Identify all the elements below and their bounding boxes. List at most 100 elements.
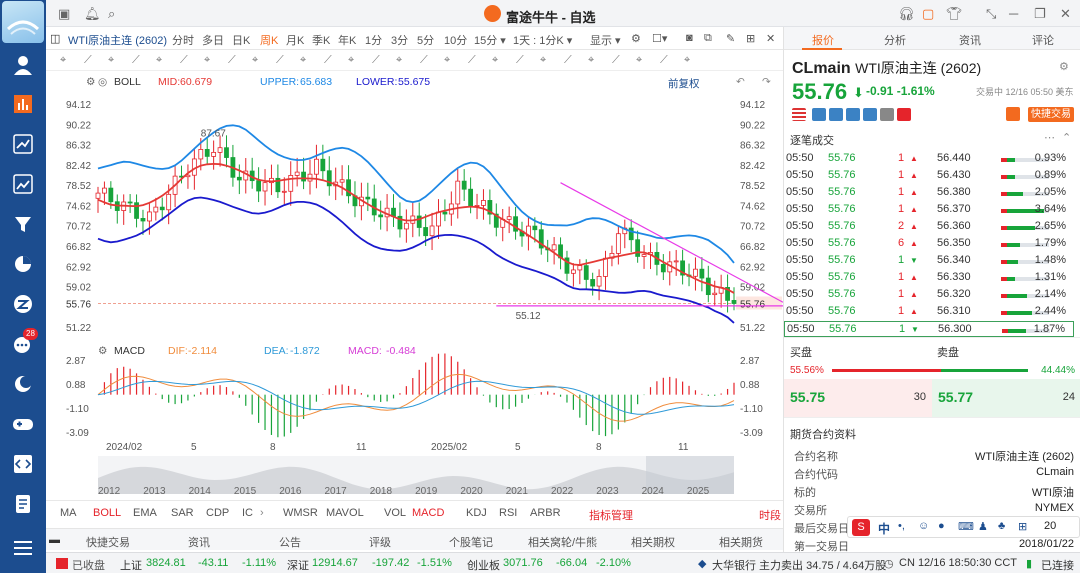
tab-period-3[interactable]: 周K bbox=[260, 35, 279, 47]
indicator-kdj[interactable]: KDJ bbox=[466, 507, 487, 519]
display-dropdown[interactable]: 显示 ▾ bbox=[590, 35, 621, 47]
pitchfork-tool-icon[interactable]: ⌖ bbox=[684, 54, 691, 66]
restore-button[interactable]: ❐ bbox=[1034, 6, 1046, 21]
menu-icon[interactable] bbox=[11, 536, 35, 560]
indicator-manage-button[interactable]: 指标管理 bbox=[589, 510, 633, 522]
indicator-macd[interactable]: MACD bbox=[412, 507, 445, 519]
headset-icon[interactable]: 🎧︎ bbox=[898, 6, 915, 21]
trend-tool-icon[interactable]: ⌖ bbox=[108, 54, 115, 66]
indicator-ma[interactable]: MA bbox=[60, 507, 77, 519]
code-icon[interactable] bbox=[11, 452, 35, 476]
settings-icon[interactable]: ⚙ bbox=[86, 76, 96, 88]
tab-quote[interactable]: 报价 bbox=[812, 35, 834, 47]
pie-icon[interactable] bbox=[11, 252, 35, 276]
trash-tool-icon[interactable]: ⟋ bbox=[468, 54, 476, 66]
app-logo[interactable] bbox=[2, 1, 44, 43]
grid-icon[interactable]: ⊞ bbox=[746, 33, 756, 45]
horizontal-tool-icon[interactable]: ⟋ bbox=[180, 54, 188, 66]
wave-tool-icon[interactable]: ⟋ bbox=[660, 54, 668, 66]
panel-toggle-icon[interactable]: ◫ bbox=[50, 33, 61, 45]
tab-period-0[interactable]: 分时 bbox=[172, 35, 194, 47]
fib-tool-icon[interactable]: ⌖ bbox=[252, 54, 259, 66]
note-tag-icon[interactable] bbox=[863, 108, 877, 121]
indicator-arbr[interactable]: ARBR bbox=[530, 507, 561, 519]
tab-period-6[interactable]: 年K bbox=[338, 35, 357, 47]
ruler-tool-icon[interactable]: ⌖ bbox=[492, 54, 499, 66]
bottom-tab-1[interactable]: 资讯 bbox=[188, 537, 210, 549]
scroll-right-icon[interactable]: › bbox=[260, 507, 264, 519]
more-icon[interactable]: ⋯ bbox=[1044, 132, 1055, 144]
indicator-cdp[interactable]: CDP bbox=[206, 507, 230, 519]
text-tool-icon[interactable]: ⟋ bbox=[324, 54, 332, 66]
kline-chart[interactable]: 94.12 94.12 90.22 90.22 86.32 86.32 82.42 82.42… bbox=[46, 90, 783, 500]
line-tool-icon[interactable]: ⟋ bbox=[84, 54, 92, 66]
indicator-rsi[interactable]: RSI bbox=[499, 507, 518, 519]
close-button[interactable]: ✕ bbox=[1060, 6, 1071, 21]
lock-tool-icon[interactable]: ⟋ bbox=[420, 54, 428, 66]
checkbox-icon[interactable]: ☐▾ bbox=[652, 33, 668, 45]
time-segment-button[interactable]: 时段 bbox=[759, 510, 781, 522]
ime-toolbar[interactable]: S 中 •, ☺ ● ⌨ ♟ ♣ ⊞ 20 bbox=[847, 516, 1080, 538]
trend-icon[interactable] bbox=[11, 132, 35, 156]
ellipse-tool-icon[interactable]: ⌖ bbox=[300, 54, 307, 66]
tab-period-5[interactable]: 季K bbox=[312, 35, 331, 47]
settings-icon[interactable]: ⚙ bbox=[98, 345, 108, 357]
filter-icon[interactable] bbox=[11, 212, 35, 236]
market-icon[interactable] bbox=[11, 172, 35, 196]
shirt-icon[interactable]: 👕︎ bbox=[946, 6, 963, 21]
favorite-heart-icon[interactable] bbox=[897, 108, 911, 121]
symbol-name[interactable]: WTI原油主连 (2602) bbox=[68, 35, 168, 47]
rect-tool-icon[interactable]: ⟋ bbox=[276, 54, 284, 66]
bell-icon[interactable]: 🔔︎ bbox=[84, 6, 101, 21]
trend-line[interactable] bbox=[560, 182, 783, 303]
copy-icon[interactable]: ⧉ bbox=[704, 32, 712, 44]
search-icon[interactable]: ⌕ bbox=[108, 6, 116, 21]
news-ticker[interactable]: 大华银行 主力卖出 34.75 / 4.64万股 bbox=[712, 560, 887, 572]
indicator-boll[interactable]: BOLL bbox=[93, 507, 122, 519]
watchlist-chart-icon[interactable] bbox=[11, 92, 35, 116]
path-tool-icon[interactable]: ⌖ bbox=[540, 54, 547, 66]
quick-trade-button[interactable]: 快捷交易 bbox=[1028, 107, 1074, 122]
arrow-tool-icon[interactable]: ⟋ bbox=[228, 54, 236, 66]
tab-period-8[interactable]: 3分 bbox=[391, 35, 409, 47]
bottom-tab-4[interactable]: 个股笔记 bbox=[449, 537, 493, 549]
triangle-tool-icon[interactable]: ⟋ bbox=[564, 54, 572, 66]
ime-punct-icon[interactable]: •, bbox=[898, 520, 905, 532]
settings-icon[interactable]: ⚙ bbox=[631, 33, 641, 45]
ime-keyboard-icon[interactable]: ⌨ bbox=[958, 521, 974, 533]
vertical-tool-icon[interactable]: ⌖ bbox=[204, 54, 211, 66]
channel-tool-icon[interactable]: ⌖ bbox=[156, 54, 163, 66]
bottom-tab-6[interactable]: 相关期权 bbox=[631, 537, 675, 549]
tab-period-12[interactable]: 1天 : 1分K ▾ bbox=[513, 35, 573, 47]
tab-period-9[interactable]: 5分 bbox=[417, 35, 435, 47]
collapse-icon[interactable]: ⌃ bbox=[1062, 132, 1072, 144]
indicator-sar[interactable]: SAR bbox=[171, 507, 194, 519]
indicator-wmsr[interactable]: WMSR bbox=[283, 507, 318, 519]
game-icon[interactable] bbox=[11, 412, 35, 436]
tab-period-10[interactable]: 10分 bbox=[444, 35, 468, 47]
pattern-tool-icon[interactable]: ⟋ bbox=[516, 54, 524, 66]
brush-tool-icon[interactable]: ⟋ bbox=[372, 54, 380, 66]
spiral-tool-icon[interactable]: ⟋ bbox=[612, 54, 620, 66]
indicator-ic[interactable]: IC bbox=[242, 507, 253, 519]
share-tag-icon[interactable] bbox=[846, 108, 860, 121]
tab-period-4[interactable]: 月K bbox=[286, 35, 305, 47]
layout-icon[interactable]: ▣ bbox=[58, 6, 71, 21]
eye-tool-icon[interactable]: ⌖ bbox=[444, 54, 451, 66]
ime-apps-icon[interactable]: ⊞ bbox=[1018, 521, 1028, 533]
settings-icon[interactable]: ⚙ bbox=[1059, 61, 1069, 73]
hide-icon[interactable]: ◎ bbox=[98, 76, 108, 88]
tab-period-2[interactable]: 日K bbox=[232, 35, 251, 47]
ray-tool-icon[interactable]: ⟋ bbox=[132, 54, 140, 66]
ime-clothes-icon[interactable]: ♣ bbox=[998, 520, 1006, 532]
doc-tag-icon[interactable] bbox=[880, 108, 894, 121]
document-icon[interactable] bbox=[11, 492, 35, 516]
collapse-icon[interactable]: ⤡ bbox=[986, 6, 997, 21]
tab-analysis[interactable]: 分析 bbox=[884, 35, 906, 47]
ime-emoji-icon[interactable]: ☺ bbox=[918, 520, 930, 532]
undo-icon[interactable]: ↶ bbox=[736, 76, 745, 88]
cross-tool-icon[interactable]: ⌖ bbox=[588, 54, 595, 66]
bottom-tab-3[interactable]: 评级 bbox=[369, 537, 391, 549]
magnet-tool-icon[interactable]: ⌖ bbox=[396, 54, 403, 66]
gann-tool-icon[interactable]: ⌖ bbox=[636, 54, 643, 66]
